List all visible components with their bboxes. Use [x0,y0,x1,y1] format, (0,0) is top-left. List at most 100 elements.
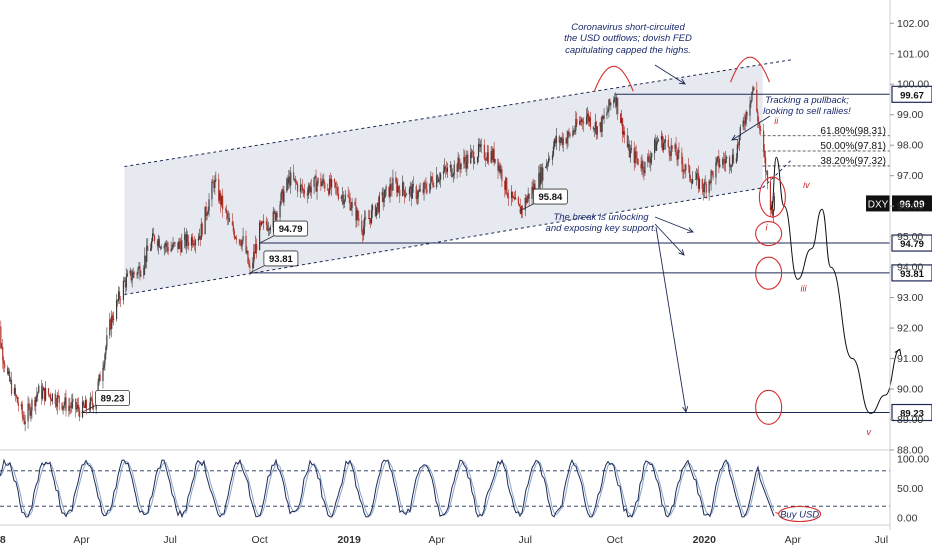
candle-body [344,194,346,201]
candle-body [725,158,727,164]
candle-body [211,181,213,200]
candle-body [508,197,510,199]
candle-body [500,169,502,173]
candle-body [85,400,88,409]
candle-body [337,193,340,199]
candle-body [75,398,77,410]
candle-body [179,241,181,245]
price-tick-label: 98.00 [897,140,923,152]
candle-body [548,158,551,160]
candle-body [542,167,544,181]
candle-body [770,205,773,210]
candle-body [335,187,338,188]
candle-body [160,247,162,249]
price-tick-label: 96.00 [897,201,923,213]
candle-body [48,394,51,396]
candle-body [431,176,433,180]
candle-body [759,123,761,130]
candle-body [347,194,349,197]
time-tick-label: Jul [519,534,532,546]
candle-body [690,178,692,181]
candle-body [90,397,92,399]
level-price-box [891,234,932,252]
candle-body [501,169,503,181]
candle-body [290,172,292,186]
candle-body [444,166,447,170]
candle-body [399,189,401,197]
level-price-label: 89.23 [900,409,924,420]
candle-body [9,379,12,382]
candle-body [697,173,700,189]
candle-body [201,223,203,235]
candle-body [213,182,215,188]
candle-body [610,103,612,105]
candle-body [456,164,458,172]
candle-body [88,408,90,410]
candle-body [112,315,114,321]
candle-body [756,89,758,112]
candle-body [490,151,492,163]
candle-body [212,181,214,183]
candle-body [76,407,78,410]
candle-body [657,139,660,142]
fib-label: 38.20%(97.32) [820,156,886,167]
candle-body [685,164,687,171]
candle-body [739,127,741,137]
annotation-arrowhead [731,134,739,141]
candle-body [758,121,760,124]
candle-body [279,204,281,218]
candle-body [260,221,263,225]
candle-body [746,111,748,116]
candle-body [272,211,274,228]
candle-body [234,237,236,239]
candle-body [308,185,310,190]
candle-body [688,164,690,167]
candle-body [150,248,152,251]
candle-body [7,371,10,374]
candle-body [681,152,683,165]
candle-body [190,236,193,246]
candle-body [130,270,132,281]
candle-body [124,280,126,288]
candle-body [71,401,73,408]
candle-body [235,237,237,240]
price-tag-pointer [249,264,267,274]
candle-body [8,371,11,382]
price-tick-label: 101.00 [897,48,929,60]
candle-body [192,244,195,246]
candle-body [484,158,486,160]
candle-body [546,163,548,167]
candle-body [376,202,378,208]
candle-body [620,118,623,123]
candle-body [691,179,694,184]
candle-body [233,231,235,238]
candle-body [44,388,47,401]
candle-body [324,183,326,189]
candle-body [521,206,523,211]
time-tick-label: 2018 [0,534,6,546]
candle-body [566,138,568,144]
candle-body [163,245,165,249]
candle-body [443,166,446,172]
highlight-circle [758,176,786,218]
candle-body [151,240,153,249]
candle-body [63,404,65,407]
candle-body [437,175,439,182]
price-tag-box [273,220,309,237]
candle-body [224,209,227,210]
candle-body [572,130,574,137]
candle-body [15,395,17,397]
candle-body [43,387,46,401]
candle-body [54,393,56,405]
candle-body [607,110,609,113]
candle-body [751,91,753,101]
candle-body [562,138,564,145]
candle-body [104,354,106,365]
price-tick-label: 88.00 [897,445,923,457]
candle-body [678,149,680,153]
candle-body [170,249,172,252]
candle-body [159,247,161,248]
candle-body [281,189,283,194]
candle-body [385,186,387,190]
